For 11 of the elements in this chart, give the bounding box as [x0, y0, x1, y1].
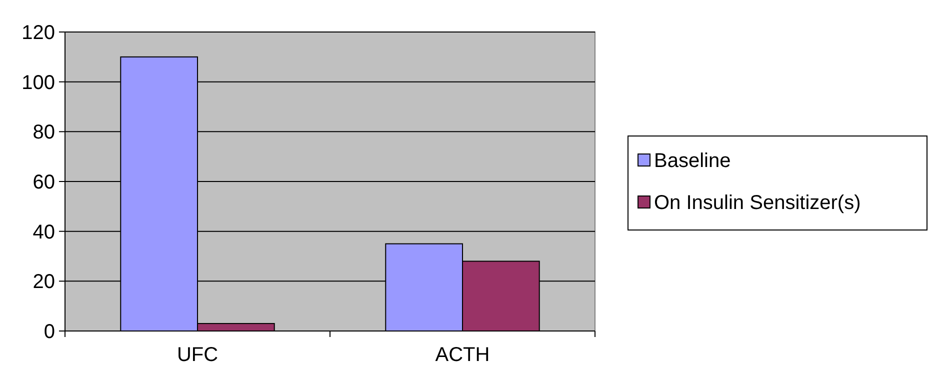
y-tick-label: 20	[32, 271, 55, 294]
y-tick-label: 60	[32, 172, 55, 194]
x-tick-label: UFC	[176, 344, 218, 366]
legend-label: Baseline	[654, 150, 731, 172]
y-tick-label: 100	[22, 72, 55, 94]
legend-label: On Insulin Sensitizer(s)	[654, 192, 861, 214]
y-tick-label: 80	[32, 122, 55, 144]
y-tick-label: 120	[22, 22, 55, 44]
y-tick-label: 40	[32, 221, 55, 244]
x-tick-label: ACTH	[435, 344, 490, 366]
y-tick-label: 0	[44, 321, 55, 343]
